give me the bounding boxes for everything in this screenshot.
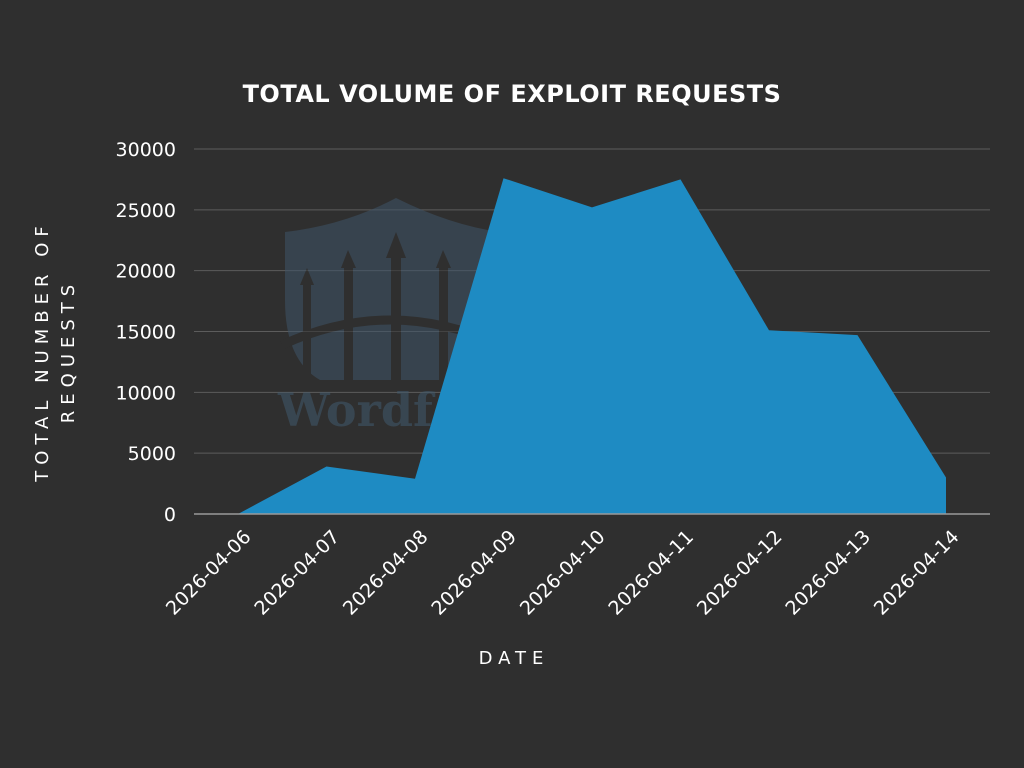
x-tick-label: 2026-04-13 [781, 526, 875, 620]
area-series-0 [238, 178, 946, 514]
y-axis-label: TOTAL NUMBER OF REQUESTS [32, 220, 79, 482]
x-tick-label: 2026-04-10 [516, 526, 610, 620]
chart-title: TOTAL VOLUME OF EXPLOIT REQUESTS [243, 80, 782, 108]
x-tick-label: 2026-04-11 [604, 526, 698, 620]
y-tick-label: 20000 [116, 261, 176, 283]
y-tick-label: 30000 [116, 139, 176, 161]
y-tick-labels: 0 5000 10000 15000 20000 25000 30000 [116, 139, 176, 526]
y-axis-label-line-2: REQUESTS [58, 279, 79, 423]
y-tick-label: 25000 [116, 200, 176, 222]
wordfence-watermark-logo: Wordfe [277, 198, 502, 437]
fence-arrows-icon [300, 232, 451, 385]
x-tick-label: 2026-04-14 [870, 526, 964, 620]
x-tick-label: 2026-04-06 [162, 526, 256, 620]
y-axis-label-line-1: TOTAL NUMBER OF [32, 220, 53, 482]
x-tick-label: 2026-04-07 [250, 526, 344, 620]
x-tick-label: 2026-04-09 [427, 526, 521, 620]
x-tick-labels: 2026-04-062026-04-072026-04-082026-04-09… [162, 526, 964, 620]
y-tick-label: 5000 [128, 443, 176, 465]
y-tick-label: 15000 [116, 322, 176, 344]
x-tick-label: 2026-04-08 [339, 526, 433, 620]
y-tick-label: 0 [164, 504, 176, 526]
x-axis-label: DATE [479, 648, 550, 669]
y-tick-label: 10000 [116, 382, 176, 404]
x-tick-label: 2026-04-12 [693, 526, 787, 620]
